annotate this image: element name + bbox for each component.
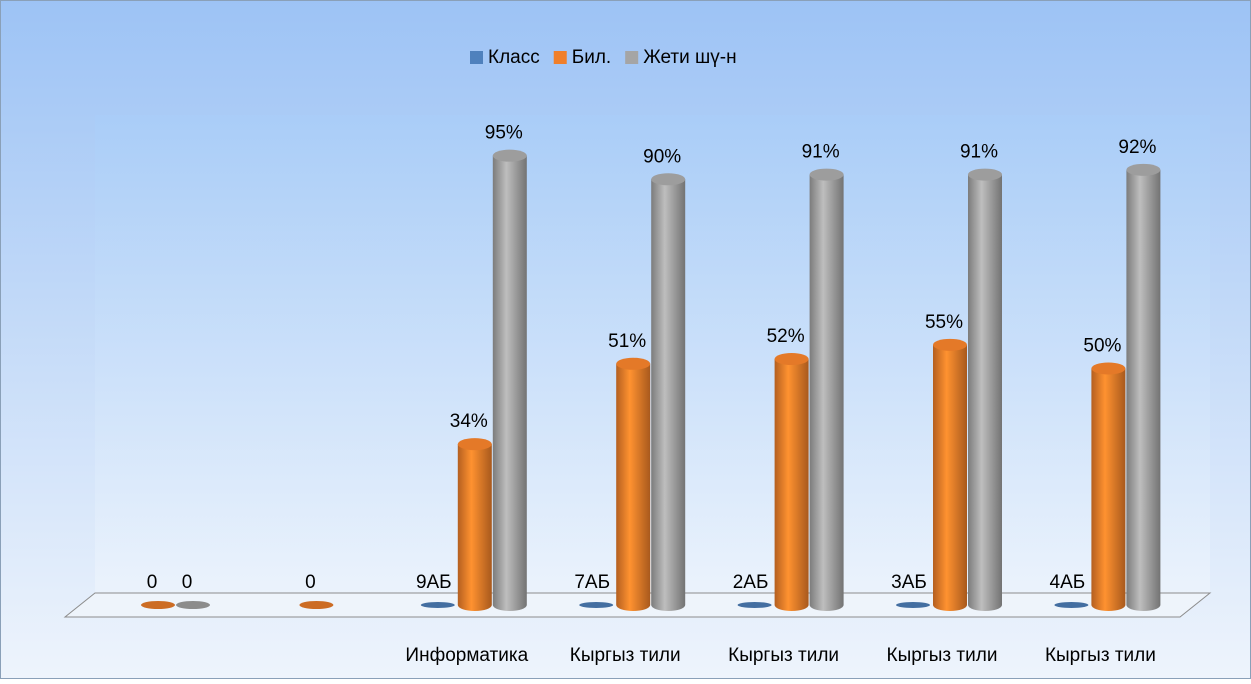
bar <box>299 601 334 609</box>
bar-body <box>774 359 809 611</box>
bar <box>1091 362 1126 611</box>
bar <box>968 168 1002 611</box>
bar <box>457 438 492 611</box>
bar <box>1054 602 1089 608</box>
legend-label: Бил. <box>572 47 611 68</box>
bar <box>809 168 844 611</box>
bar <box>737 602 772 608</box>
data-label: 34% <box>450 411 488 432</box>
bar-body <box>651 179 686 612</box>
data-label: 7АБ <box>574 572 610 593</box>
bar-top <box>651 173 686 186</box>
bar-body <box>968 174 1002 611</box>
data-label: 51% <box>608 331 646 352</box>
bar-top <box>616 357 651 370</box>
data-label: 0 <box>305 572 316 593</box>
bar-body <box>616 363 651 611</box>
legend-swatch <box>553 51 567 64</box>
bar-body <box>1091 368 1126 611</box>
data-label: 91% <box>960 142 998 163</box>
bar-top <box>774 353 809 366</box>
bar-body <box>457 444 492 611</box>
bar-top <box>1126 163 1161 176</box>
x-tick-label: Информатика <box>405 645 528 666</box>
data-label: 0 <box>147 572 158 593</box>
bar-top <box>809 168 844 181</box>
bar-top <box>1091 362 1126 375</box>
legend-swatch <box>470 51 483 64</box>
bar <box>774 353 809 611</box>
data-label: 95% <box>485 123 523 144</box>
data-label: 50% <box>1083 336 1121 357</box>
bar <box>579 602 614 608</box>
bar <box>616 357 651 611</box>
x-tick-label: Кыргыз тили <box>887 645 998 666</box>
data-label: 0 <box>182 572 193 593</box>
bar <box>141 601 175 609</box>
bar <box>896 602 930 608</box>
data-label: 2АБ <box>733 572 769 593</box>
bar-top <box>933 338 967 351</box>
data-label: 4АБ <box>1050 572 1086 593</box>
bar <box>420 602 455 608</box>
legend-label: Жети шү-н <box>643 47 736 68</box>
bar-top <box>457 438 492 451</box>
data-label: 55% <box>925 312 963 333</box>
legend-swatch <box>625 51 639 64</box>
bar-top <box>492 149 527 162</box>
x-tick-label: Кыргыз тили <box>1045 645 1156 666</box>
bar <box>651 173 686 612</box>
bar <box>176 601 210 609</box>
bar <box>1126 163 1161 611</box>
data-label: 90% <box>643 146 681 167</box>
legend: Класс Бил. Жети шү-н <box>470 47 737 68</box>
data-label: 91% <box>802 142 840 163</box>
x-tick-label: Кыргыз тили <box>728 645 839 666</box>
x-tick-label: Кыргыз тили <box>570 645 681 666</box>
bar-body <box>492 155 527 611</box>
bar-top <box>968 168 1002 181</box>
legend-label: Класс <box>488 47 540 68</box>
data-label: 52% <box>767 326 805 347</box>
bar <box>492 149 527 611</box>
data-label: 3АБ <box>891 572 927 593</box>
data-label: 9АБ <box>416 572 452 593</box>
bar-body <box>809 174 844 611</box>
bar-body <box>933 344 967 611</box>
bar <box>933 338 967 611</box>
data-label: 92% <box>1118 137 1156 158</box>
bar-body <box>1126 169 1161 611</box>
